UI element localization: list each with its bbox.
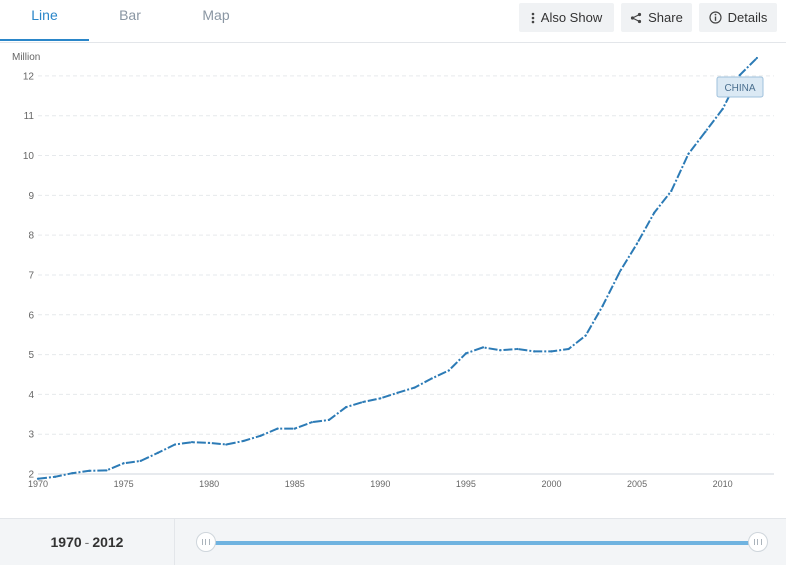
x-tick-label: 1990 [370, 479, 390, 489]
data-point[interactable] [88, 469, 91, 472]
data-point[interactable] [310, 421, 313, 424]
data-point[interactable] [379, 397, 382, 400]
data-point[interactable] [516, 347, 519, 351]
share-label: Share [648, 10, 683, 25]
data-point[interactable] [738, 74, 741, 77]
data-point[interactable] [36, 477, 40, 480]
data-point[interactable] [190, 441, 194, 444]
data-point[interactable] [499, 349, 502, 352]
data-point[interactable] [122, 462, 125, 465]
y-tick-label: 3 [28, 430, 34, 441]
data-point[interactable] [276, 427, 279, 430]
x-tick-label: 2000 [541, 479, 561, 489]
data-point[interactable] [54, 475, 57, 478]
data-point[interactable] [635, 242, 639, 245]
series-line[interactable] [37, 57, 758, 480]
grip-icon [754, 539, 762, 545]
data-point[interactable] [704, 130, 707, 133]
line-chart: Million 2 3 4 5 6 7 8 9 10 11 12 1970 1975 1980 1985 1… [0, 42, 786, 518]
series-china[interactable] [36, 56, 758, 480]
grid-lines [38, 75, 774, 435]
data-point[interactable] [601, 304, 604, 307]
data-point[interactable] [721, 107, 724, 111]
y-tick-label: 9 [28, 191, 34, 202]
data-point[interactable] [533, 350, 536, 353]
data-point[interactable] [755, 56, 758, 60]
x-tick-label: 2010 [713, 479, 733, 489]
x-tick-label: 2005 [627, 479, 647, 489]
data-point[interactable] [430, 377, 433, 380]
also-show-button[interactable]: Also Show [519, 3, 614, 32]
y-tick-label: 11 [24, 111, 35, 122]
data-point[interactable] [156, 451, 159, 455]
x-tick-label: 1980 [199, 479, 219, 489]
data-point[interactable] [413, 386, 416, 389]
data-point[interactable] [344, 406, 348, 409]
y-tick-labels: 2 3 4 5 6 7 8 9 10 11 12 [23, 71, 35, 480]
tab-line[interactable]: Line [31, 7, 58, 23]
y-tick-label: 8 [28, 231, 34, 242]
time-range-footer: 1970-2012 [0, 518, 786, 565]
data-point[interactable] [447, 369, 450, 372]
data-point[interactable] [362, 400, 365, 404]
data-point[interactable] [464, 352, 468, 355]
range-end: 2012 [92, 534, 124, 550]
x-tick-label: 1975 [114, 479, 134, 489]
range-slider-end-handle[interactable] [748, 532, 768, 552]
y-tick-label: 7 [28, 270, 34, 281]
data-point[interactable] [225, 443, 228, 446]
x-tick-label: 1995 [456, 479, 476, 489]
x-tick-label: 1970 [28, 479, 48, 489]
data-point[interactable] [327, 418, 331, 421]
share-button[interactable]: Share [621, 3, 692, 32]
data-point[interactable] [139, 459, 142, 462]
also-show-label: Also Show [540, 10, 603, 25]
data-point[interactable] [293, 427, 296, 430]
y-tick-label: 2 [28, 470, 34, 481]
share-icon [630, 12, 642, 24]
data-point[interactable] [259, 434, 262, 437]
y-tick-label: 5 [28, 350, 34, 361]
y-tick-label: 4 [28, 390, 34, 401]
tab-map[interactable]: Map [202, 7, 230, 23]
tab-bar[interactable]: Bar [119, 7, 141, 23]
y-tick-label: 6 [28, 310, 34, 321]
data-point[interactable] [687, 152, 690, 156]
data-point[interactable] [105, 469, 108, 472]
range-separator: - [84, 534, 90, 550]
range-slider-start-handle[interactable] [196, 532, 216, 552]
active-tab-indicator [0, 39, 89, 41]
grip-icon [202, 539, 210, 545]
x-tick-label: 1985 [285, 479, 305, 489]
range-slider-track[interactable] [205, 541, 758, 545]
y-tick-label: 12 [23, 71, 35, 82]
series-label-text: CHINA [724, 83, 755, 94]
data-point[interactable] [584, 334, 587, 337]
data-point[interactable] [396, 391, 399, 394]
x-tick-labels: 1970 1975 1980 1985 1990 1995 2000 2005 2010 [28, 479, 733, 489]
data-point[interactable] [71, 472, 74, 475]
range-label: 1970-2012 [0, 519, 175, 565]
series-label-badge: CHINA [716, 76, 764, 98]
y-tick-label: 10 [23, 151, 35, 162]
data-point[interactable] [481, 346, 485, 349]
data-point[interactable] [550, 350, 553, 353]
data-point[interactable] [242, 439, 245, 443]
chart-tabs-bar: Line Bar Map Also Show Share Details [0, 0, 786, 43]
range-start: 1970 [50, 534, 82, 550]
data-point[interactable] [653, 211, 656, 214]
details-button[interactable]: Details [699, 3, 777, 32]
data-point[interactable] [173, 443, 177, 446]
data-point[interactable] [618, 270, 622, 273]
data-point[interactable] [208, 441, 211, 445]
vertical-dots-icon [531, 12, 535, 24]
info-icon [709, 11, 722, 24]
data-point[interactable] [567, 347, 570, 351]
details-label: Details [727, 10, 768, 25]
y-unit-label: Million [12, 52, 40, 63]
data-point[interactable] [670, 189, 673, 193]
